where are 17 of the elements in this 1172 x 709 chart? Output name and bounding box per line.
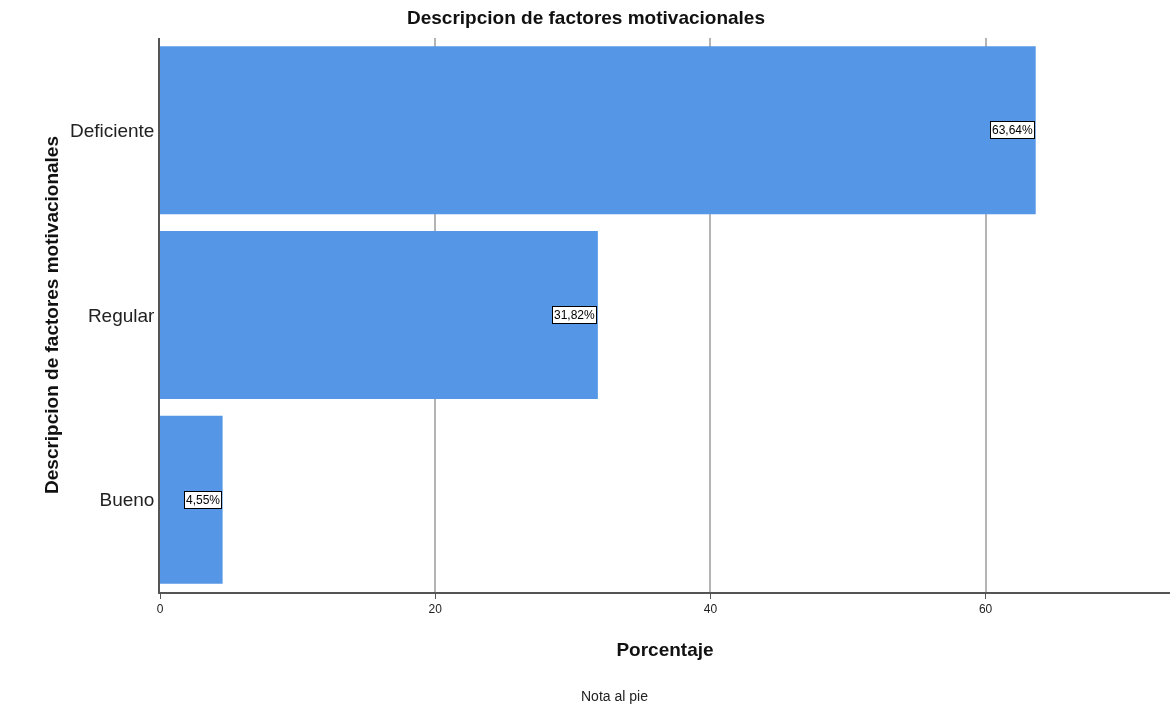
y-axis-title: Descripcion de factores motivacionales [41,136,63,494]
bar [160,415,223,584]
data-label: 31,82% [554,308,596,322]
data-label: 4,55% [186,493,221,507]
text: Nota al pie [581,688,649,704]
x-tick-label: 20 [428,602,443,617]
x-tick-label: 0 [156,602,164,617]
bar [160,230,598,400]
y-tick-label: Bueno [99,489,155,511]
chart-title: Descripcion de factores motivacionales [407,6,765,28]
y-tick-label: Deficiente [69,119,155,141]
data-label: 63,64% [992,123,1034,137]
y-tick-label: Regular [87,304,156,326]
x-tick-label: 60 [978,602,993,617]
x-tick-label: 40 [703,602,718,617]
bar [160,46,1036,215]
x-axis-title: Porcentaje [616,639,714,661]
